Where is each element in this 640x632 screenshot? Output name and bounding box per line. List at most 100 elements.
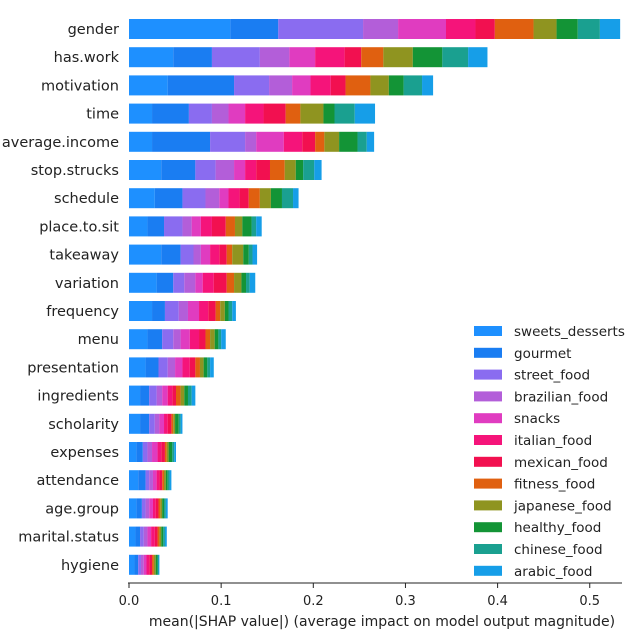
bar-ingredients-street-food — [149, 385, 157, 406]
bar-menu-street-food — [162, 329, 174, 350]
bar-gender-street-food — [278, 19, 364, 39]
bar-gender-italian-food — [445, 19, 476, 39]
bar-stop-strucks-gourmet — [161, 160, 196, 180]
bars-layer — [129, 19, 621, 575]
bar-has-work-gourmet — [173, 47, 212, 68]
bar-takeaway-healthy-food — [243, 244, 249, 265]
bar-stop-strucks-italian-food — [245, 160, 257, 180]
bar-hygiene-brazilian-food — [140, 554, 144, 575]
bar-gender-chinese-food — [577, 19, 600, 39]
bar-average-income-mexican-food — [302, 131, 316, 152]
bar-presentation-italian-food — [182, 357, 190, 378]
bar-average-income-chinese-food — [357, 131, 367, 152]
legend-swatch-snacks — [474, 413, 502, 424]
bar-scholarity-snacks — [159, 413, 165, 434]
bar-time-chinese-food — [334, 103, 355, 124]
bar-schedule-snacks — [219, 188, 229, 209]
bar-has-work-brazilian-food — [259, 47, 290, 68]
bar-attendance-healthy-food — [165, 470, 168, 491]
bar-expenses-arabic-food — [174, 442, 176, 462]
bar-place-to-sit-japanese-food — [234, 216, 243, 237]
bar-gender-healthy-food — [556, 19, 578, 39]
bar-takeaway-sweets-desserts — [129, 244, 162, 265]
bar-has-work-arabic-food — [468, 47, 488, 68]
bar-schedule-italian-food — [228, 188, 240, 209]
bar-average-income-healthy-food — [339, 131, 358, 152]
bar-variation-chinese-food — [246, 272, 250, 293]
x-tick-label: 0.1 — [211, 594, 232, 609]
y-label-frequency: frequency — [46, 304, 119, 320]
bar-marital-status-fitness-food — [157, 526, 160, 547]
bar-hygiene-mexican-food — [149, 554, 153, 575]
bar-frequency-street-food — [164, 301, 179, 321]
bar-expenses-fitness-food — [164, 442, 167, 462]
bar-gender-mexican-food — [475, 19, 495, 39]
bar-scholarity-italian-food — [164, 413, 168, 434]
bar-attendance-mexican-food — [159, 470, 163, 491]
bar-age-group-fitness-food — [158, 498, 161, 519]
x-tick-label: 0.2 — [303, 594, 324, 609]
bar-marital-status-chinese-food — [163, 526, 165, 547]
bar-expenses-street-food — [142, 442, 148, 462]
legend-label-gourmet: gourmet — [514, 346, 571, 362]
bar-scholarity-fitness-food — [171, 413, 174, 434]
bar-menu-healthy-food — [214, 329, 219, 350]
y-label-marital-status: marital.status — [18, 530, 119, 546]
legend-swatch-japanese-food — [474, 500, 502, 511]
y-label-menu: menu — [78, 332, 119, 348]
bar-time-gourmet — [152, 103, 189, 124]
y-label-expenses: expenses — [50, 445, 119, 461]
bar-scholarity-arabic-food — [180, 413, 183, 434]
bar-stop-strucks-street-food — [195, 160, 216, 180]
bar-marital-status-japanese-food — [159, 526, 162, 547]
bar-ingredients-japanese-food — [180, 385, 185, 406]
bar-expenses-japanese-food — [166, 442, 169, 462]
bar-presentation-fitness-food — [195, 357, 200, 378]
bar-ingredients-fitness-food — [176, 385, 181, 406]
bar-scholarity-mexican-food — [167, 413, 172, 434]
bar-has-work-street-food — [211, 47, 260, 68]
bar-age-group-arabic-food — [165, 498, 168, 519]
bar-takeaway-fitness-food — [226, 244, 233, 265]
bar-hygiene-gourmet — [134, 554, 139, 575]
legend-swatch-chinese-food — [474, 544, 502, 554]
bar-motivation-street-food — [234, 75, 270, 96]
bar-expenses-healthy-food — [168, 442, 173, 462]
bar-presentation-mexican-food — [189, 357, 196, 378]
legend-label-street-food: street_food — [514, 368, 590, 384]
bar-variation-arabic-food — [249, 272, 256, 293]
y-label-time: time — [86, 107, 119, 123]
x-axis-ticks: 0.0 0.1 0.2 0.3 0.4 0.5 — [119, 583, 600, 609]
bar-hygiene-japanese-food — [153, 554, 156, 575]
bar-takeaway-arabic-food — [252, 244, 258, 265]
bar-frequency-japanese-food — [220, 301, 225, 321]
y-label-motivation: motivation — [41, 78, 119, 94]
bar-has-work-italian-food — [315, 47, 345, 68]
bar-frequency-mexican-food — [208, 301, 216, 321]
legend-label-fitness-food: fitness_food — [514, 477, 595, 493]
y-label-ingredients: ingredients — [37, 389, 119, 405]
legend-label-mexican-food: mexican_food — [514, 455, 608, 471]
bar-motivation-chinese-food — [403, 75, 423, 96]
legend-label-brazilian-food: brazilian_food — [514, 389, 608, 405]
bar-place-to-sit-italian-food — [200, 216, 212, 237]
bar-takeaway-japanese-food — [232, 244, 244, 265]
y-label-age-group: age.group — [45, 501, 119, 517]
bar-time-sweets-desserts — [129, 103, 153, 124]
bar-frequency-arabic-food — [232, 301, 236, 321]
bar-menu-mexican-food — [199, 329, 206, 350]
bar-schedule-fitness-food — [248, 188, 260, 209]
bar-menu-fitness-food — [205, 329, 211, 350]
legend-swatch-arabic-food — [474, 565, 502, 576]
bar-has-work-healthy-food — [412, 47, 443, 68]
bar-frequency-italian-food — [199, 301, 209, 321]
bar-ingredients-chinese-food — [187, 385, 192, 406]
bar-attendance-brazilian-food — [149, 470, 153, 491]
bar-schedule-japanese-food — [259, 188, 271, 209]
bar-presentation-chinese-food — [207, 357, 211, 378]
bar-motivation-arabic-food — [422, 75, 434, 96]
bar-gender-arabic-food — [599, 19, 621, 39]
bar-hygiene-fitness-food — [152, 554, 154, 575]
bar-has-work-fitness-food — [361, 47, 384, 68]
